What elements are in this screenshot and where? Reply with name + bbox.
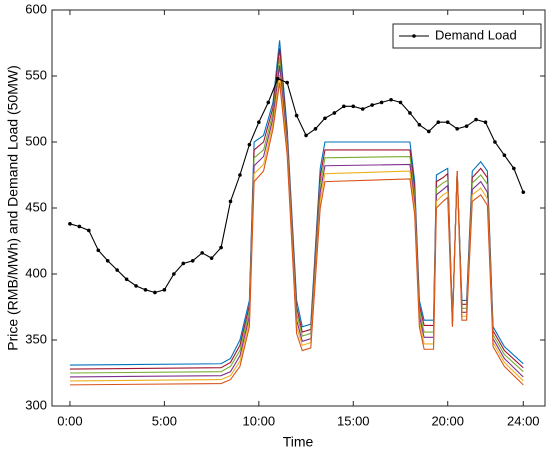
- legend-marker: [412, 34, 416, 38]
- y-tick-label: 600: [25, 1, 47, 16]
- marker: [209, 256, 214, 260]
- marker: [445, 120, 450, 124]
- plot-frame: [51, 9, 546, 407]
- marker: [360, 107, 365, 111]
- marker: [87, 228, 91, 233]
- legend-label: Demand Load: [435, 27, 517, 42]
- marker: [398, 100, 403, 105]
- y-tick-label: 300: [25, 397, 47, 412]
- marker: [190, 259, 195, 263]
- x-axis-label: Time: [283, 434, 314, 450]
- marker: [162, 288, 167, 292]
- marker: [124, 277, 129, 282]
- marker: [105, 259, 110, 263]
- y-tick-label: 500: [25, 133, 47, 148]
- marker: [115, 268, 119, 272]
- marker: [228, 199, 233, 204]
- marker: [172, 272, 176, 276]
- marker: [153, 290, 157, 295]
- marker: [68, 222, 72, 226]
- marker: [257, 120, 261, 124]
- y-tick-label: 400: [25, 265, 47, 280]
- marker: [351, 104, 356, 109]
- marker: [436, 120, 441, 124]
- marker: [332, 111, 337, 115]
- marker: [379, 100, 384, 105]
- marker: [464, 124, 469, 128]
- marker: [342, 104, 346, 109]
- marker: [493, 140, 497, 144]
- x-tick-label: 15:00: [337, 413, 370, 428]
- marker: [294, 113, 299, 118]
- marker: [275, 76, 280, 81]
- marker: [200, 251, 204, 255]
- marker: [455, 127, 459, 131]
- marker: [502, 153, 507, 157]
- marker: [408, 111, 412, 115]
- marker: [304, 133, 308, 138]
- marker: [474, 117, 478, 122]
- series-line: [69, 82, 524, 386]
- marker: [427, 129, 431, 134]
- y-tick-label: 550: [25, 67, 47, 82]
- marker: [512, 166, 516, 171]
- marker: [389, 97, 393, 102]
- marker: [134, 284, 138, 288]
- marker: [285, 80, 289, 85]
- marker: [370, 103, 374, 107]
- marker: [417, 123, 422, 127]
- y-tick-label: 450: [25, 199, 47, 214]
- marker: [219, 245, 223, 250]
- x-tick-label: 0:00: [57, 413, 82, 428]
- marker: [77, 224, 82, 229]
- marker: [143, 288, 148, 292]
- y-axis-label: Price (RMB/MWh) and Demand Load (50MW): [5, 65, 21, 351]
- x-tick-label: 24:00: [507, 413, 540, 428]
- marker: [181, 261, 186, 266]
- x-tick-label: 20:00: [431, 413, 464, 428]
- marker: [238, 173, 242, 177]
- marker: [323, 116, 327, 121]
- marker: [247, 142, 252, 147]
- y-tick-label: 350: [25, 331, 47, 346]
- marker: [266, 100, 271, 105]
- marker: [313, 127, 318, 131]
- marker: [483, 120, 488, 124]
- x-tick-label: 10:00: [243, 413, 276, 428]
- x-tick-label: 5:00: [152, 413, 177, 428]
- marker: [521, 190, 526, 194]
- marker: [96, 248, 101, 253]
